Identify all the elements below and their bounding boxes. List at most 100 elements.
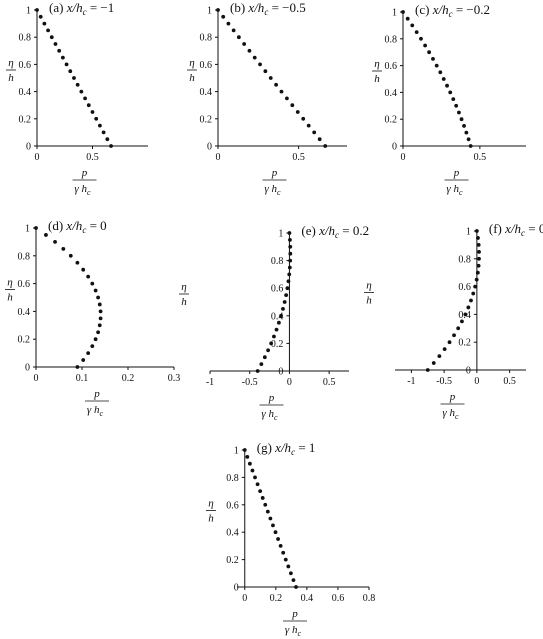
y-tick-label: 0.6: [19, 60, 32, 71]
y-label-denominator: h: [8, 72, 14, 84]
data-point: [105, 137, 110, 142]
data-point: [405, 16, 410, 21]
data-point: [476, 263, 481, 268]
data-point: [68, 69, 73, 74]
data-point: [274, 82, 278, 87]
y-tick-label: 0.6: [271, 284, 284, 295]
y-tick-label: 0.4: [200, 87, 213, 98]
x-tick-label: 0.8: [363, 593, 376, 604]
data-point: [288, 244, 293, 249]
data-point: [423, 43, 428, 48]
data-point: [90, 110, 95, 114]
data-point: [291, 578, 296, 583]
data-point: [101, 130, 106, 135]
data-point: [34, 226, 38, 230]
y-tick-label: 0: [278, 367, 283, 378]
data-point: [476, 236, 480, 240]
y-label-numerator: η: [374, 58, 379, 70]
data-point: [283, 557, 288, 562]
data-point: [252, 55, 257, 60]
data-point: [442, 347, 447, 352]
data-point: [447, 340, 452, 345]
y-label-numerator: η: [7, 277, 12, 289]
data-point: [317, 137, 322, 142]
data-point: [236, 35, 241, 40]
data-point: [258, 62, 262, 67]
panel-title: (a) x/hc = −1: [49, 0, 114, 17]
x-tick-label: 0: [242, 593, 247, 604]
data-point: [255, 369, 260, 373]
y-tick-label: 0.6: [200, 60, 213, 71]
x-label-numerator: p: [453, 167, 460, 179]
data-point: [38, 14, 43, 19]
x-tick-label: 0: [401, 152, 406, 163]
x-tick-label: -0.5: [242, 377, 258, 388]
y-label-denominator: h: [189, 72, 195, 84]
y-tick-label: 0: [392, 142, 397, 153]
data-point: [268, 516, 273, 521]
data-point: [274, 327, 279, 332]
x-label-denominator: γ hc: [74, 183, 91, 197]
data-point: [287, 265, 292, 270]
data-point: [79, 89, 84, 94]
data-point: [35, 8, 39, 12]
data-point: [242, 448, 247, 452]
panel-title: (c) x/hc = −0.2: [415, 2, 490, 19]
data-point: [86, 351, 91, 355]
data-point: [75, 365, 80, 369]
y-label-denominator: h: [7, 292, 13, 304]
y-tick-label: 0.2: [200, 114, 213, 125]
data-point: [281, 307, 285, 311]
data-point: [462, 124, 466, 128]
data-point: [460, 319, 464, 324]
data-point: [57, 48, 62, 53]
data-point: [434, 63, 439, 68]
y-tick-label: 0.2: [385, 115, 398, 126]
data-point: [284, 293, 289, 297]
y-tick-label: 0.4: [271, 311, 284, 322]
x-label-numerator: p: [449, 391, 456, 403]
y-tick-label: 0: [234, 583, 239, 594]
data-point: [288, 238, 292, 242]
y-tick-label: 0.8: [385, 34, 398, 45]
data-point: [81, 267, 86, 272]
data-point: [271, 523, 275, 528]
data-point: [98, 316, 103, 321]
x-tick-label: 0.5: [292, 152, 305, 163]
y-tick-label: 0.4: [226, 528, 239, 539]
data-point: [255, 482, 260, 487]
data-point: [284, 96, 289, 101]
data-point: [98, 309, 103, 314]
data-point: [96, 295, 100, 300]
data-point: [477, 249, 481, 254]
data-point: [242, 42, 247, 46]
data-point: [468, 144, 473, 148]
y-tick-label: 0.2: [226, 555, 239, 566]
x-label-denominator: γ hc: [442, 407, 459, 421]
data-point: [441, 77, 446, 81]
data-point: [231, 28, 236, 33]
y-label-numerator: η: [181, 281, 186, 293]
data-point: [287, 272, 292, 277]
x-tick-label: 0.2: [122, 373, 135, 384]
data-point: [49, 35, 54, 40]
data-point: [46, 28, 50, 33]
y-tick-label: 0: [466, 366, 471, 377]
y-tick-label: 0.2: [18, 335, 31, 346]
y-label-denominator: h: [208, 513, 214, 525]
data-point: [454, 103, 459, 108]
y-tick-label: 1: [466, 227, 471, 238]
x-tick-label: 0.4: [301, 593, 314, 604]
data-point: [474, 229, 479, 233]
data-point: [438, 70, 443, 75]
x-label-denominator: γ hc: [264, 183, 281, 197]
x-tick-label: -1: [206, 377, 214, 388]
data-point: [90, 281, 95, 286]
data-point: [295, 110, 300, 114]
x-tick-label: 0.3: [168, 373, 181, 384]
data-point: [94, 116, 99, 121]
data-point: [247, 461, 252, 466]
data-point: [312, 130, 317, 135]
data-point: [463, 312, 468, 317]
